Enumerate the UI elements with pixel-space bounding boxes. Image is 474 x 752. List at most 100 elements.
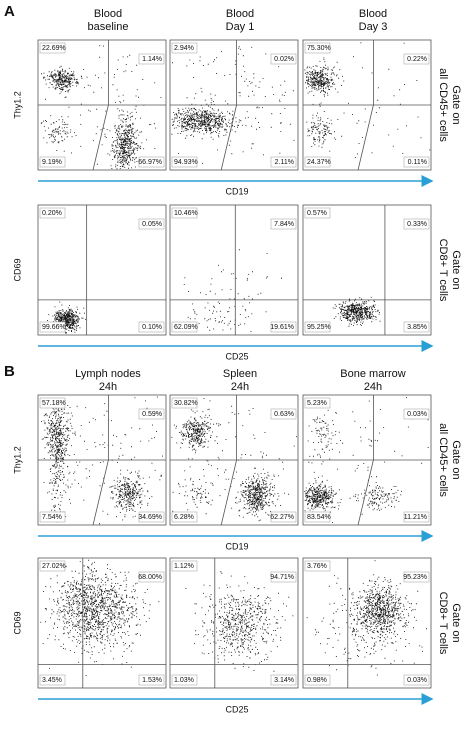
- percent-box: [171, 321, 198, 333]
- quadrant-percent: 1.53%: [142, 677, 162, 684]
- quadrant-percent: 3.14%: [274, 677, 294, 684]
- gate-line: [357, 104, 374, 171]
- quadrant-percent: 95.23%: [403, 574, 427, 581]
- x-axis-label: CD19: [225, 186, 248, 196]
- column-header: Blood: [94, 8, 122, 20]
- y-axis-label: CD69: [12, 611, 22, 634]
- gate-label: Gate on: [450, 603, 462, 642]
- quadrant-percent: 94.93%: [174, 159, 198, 166]
- plot-frame: [37, 557, 167, 689]
- scatter-plot: 27.02% 68.00% 3.45% 1.53%: [37, 557, 167, 689]
- column-header: Day 3: [359, 21, 388, 33]
- column-header: 24h: [364, 381, 382, 393]
- percent-box: [270, 321, 297, 333]
- scatter-plot: 10.46% 7.84% 62.09% 19.61%: [169, 204, 299, 336]
- percent-box: [403, 408, 430, 420]
- cell-dots: [171, 398, 297, 522]
- column-header: Blood: [359, 8, 387, 20]
- cell-dots: [40, 559, 160, 676]
- quadrant-percent: 83.54%: [307, 514, 331, 521]
- percent-box: [403, 53, 430, 65]
- gate-line: [357, 459, 374, 526]
- y-axis-label: CD69: [12, 258, 22, 281]
- gate-line: [92, 104, 109, 171]
- quadrant-percent: 19.61%: [270, 324, 294, 331]
- column-header: Day 1: [226, 21, 255, 33]
- y-axis-label: Thy1.2: [12, 446, 22, 474]
- cell-dots: [332, 296, 381, 327]
- quadrant-percent: 1.14%: [142, 56, 162, 63]
- column-header: baseline: [88, 21, 129, 33]
- quadrant-percent: 0.10%: [142, 324, 162, 331]
- panel-label: A: [4, 3, 15, 20]
- quadrant-percent: 24.37%: [307, 159, 331, 166]
- percent-box: [39, 397, 66, 409]
- gate-line: [92, 459, 109, 526]
- quadrant-percent: 0.02%: [274, 56, 294, 63]
- quadrant-percent: 57.18%: [42, 400, 66, 407]
- column-header: Bone marrow: [340, 368, 405, 380]
- x-axis-label: CD25: [225, 704, 248, 714]
- gate-label: CD8+ T cells: [437, 239, 449, 302]
- quadrant-percent: 0.33%: [407, 221, 427, 228]
- percent-box: [138, 321, 165, 333]
- quadrant-percent: 1.12%: [174, 563, 194, 570]
- percent-box: [138, 511, 165, 523]
- column-header: Blood: [226, 8, 254, 20]
- gate-label: all CD45+ cells: [437, 423, 449, 497]
- column-header: 24h: [99, 381, 117, 393]
- quadrant-percent: 0.20%: [42, 210, 62, 217]
- quadrant-percent: 94.71%: [270, 574, 294, 581]
- x-axis-label: CD19: [225, 541, 248, 551]
- quadrant-percent: 62.09%: [174, 324, 198, 331]
- percent-box: [171, 42, 198, 54]
- gate-label: Gate on: [450, 250, 462, 289]
- percent-box: [138, 53, 165, 65]
- quadrant-percent: 30.82%: [174, 400, 198, 407]
- quadrant-percent: 0.03%: [407, 677, 427, 684]
- percent-box: [304, 560, 331, 572]
- column-header: Spleen: [223, 368, 257, 380]
- percent-box: [403, 571, 430, 583]
- percent-box: [403, 218, 430, 230]
- quadrant-percent: 2.11%: [275, 159, 294, 166]
- column-header: 24h: [231, 381, 249, 393]
- quadrant-percent: 10.46%: [174, 210, 198, 217]
- percent-box: [39, 42, 66, 54]
- column-header: Lymph nodes: [75, 368, 141, 380]
- percent-box: [138, 156, 165, 168]
- percent-box: [270, 674, 297, 686]
- quadrant-percent: 0.59%: [142, 411, 162, 418]
- scatter-plot: 3.76% 95.23% 0.98% 0.03%: [302, 557, 432, 689]
- percent-box: [304, 511, 331, 523]
- quadrant-percent: 34.69%: [138, 514, 162, 521]
- gate-line: [220, 459, 237, 526]
- percent-box: [39, 156, 66, 168]
- quadrant-percent: 0.98%: [307, 677, 327, 684]
- percent-box: [138, 408, 165, 420]
- quadrant-percent: 27.02%: [42, 563, 66, 570]
- quadrant-percent: 66.97%: [138, 159, 162, 166]
- cell-dots: [47, 301, 86, 334]
- percent-box: [403, 674, 430, 686]
- quadrant-percent: 68.00%: [138, 574, 162, 581]
- percent-box: [270, 408, 297, 420]
- gate-label: Gate on: [450, 85, 462, 124]
- percent-box: [171, 156, 198, 168]
- quadrant-percent: 9.19%: [42, 159, 62, 166]
- percent-box: [304, 42, 331, 54]
- percent-box: [270, 53, 297, 65]
- scatter-plot: 22.69% 1.14% 9.19% 66.97%: [37, 39, 167, 171]
- gate-line: [220, 104, 237, 171]
- percent-box: [270, 571, 297, 583]
- percent-box: [270, 156, 297, 168]
- percent-box: [39, 511, 66, 523]
- percent-box: [39, 674, 66, 686]
- quadrant-percent: 0.05%: [142, 221, 162, 228]
- percent-box: [304, 207, 331, 219]
- quadrant-percent: 2.94%: [174, 45, 194, 52]
- quadrant-percent: 99.66%: [42, 324, 66, 331]
- percent-box: [39, 207, 66, 219]
- quadrant-percent: 0.22%: [407, 56, 427, 63]
